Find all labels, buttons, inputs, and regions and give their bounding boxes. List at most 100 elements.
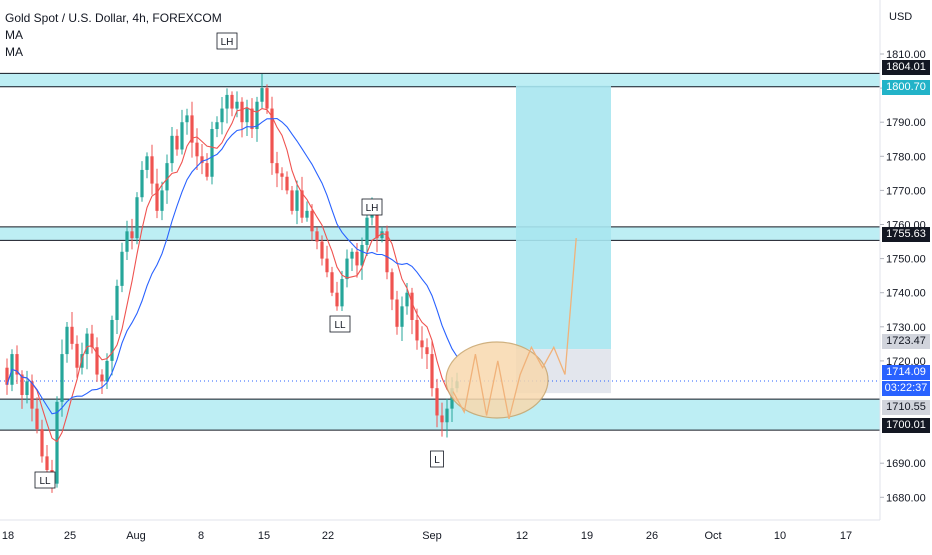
candle-body — [310, 210, 314, 232]
candle-body — [135, 197, 139, 239]
candle-body — [425, 347, 429, 355]
x-tick-label: 25 — [64, 530, 76, 542]
price-tag: 1804.01 — [882, 60, 930, 75]
candle-body — [295, 190, 299, 211]
candle-body — [430, 354, 434, 389]
candle-body — [305, 210, 309, 218]
candle-body — [105, 360, 109, 382]
swing-label-text: LH — [221, 37, 234, 48]
symbol-title[interactable]: Gold Spot / U.S. Dollar, 4h, FOREXCOM — [5, 11, 222, 25]
candle-body — [240, 101, 244, 123]
ma-fast-line — [6, 106, 458, 443]
candle-body — [30, 381, 34, 409]
y-tick-label: 1730.00 — [886, 322, 926, 334]
candle-body — [25, 381, 29, 395]
candle-body — [5, 367, 9, 385]
y-tick-label: 1690.00 — [886, 458, 926, 470]
candle-body — [115, 285, 119, 320]
candle-body — [365, 217, 369, 245]
x-tick-label: Sep — [422, 530, 442, 542]
candle-body — [195, 142, 199, 157]
candle-body — [280, 173, 284, 177]
candle-body — [60, 354, 64, 402]
candle-body — [315, 231, 319, 242]
price-tag: 1714.09 — [882, 365, 930, 380]
candle-body — [360, 244, 364, 266]
x-tick-label: 12 — [516, 530, 528, 542]
candle-body — [180, 122, 184, 150]
candle-body — [225, 94, 229, 109]
x-tick-label: 10 — [774, 530, 786, 542]
candle-body — [120, 251, 124, 286]
candle-body — [110, 319, 114, 361]
indicator-ma-2[interactable]: MA — [5, 45, 23, 59]
price-tag: 1710.55 — [882, 400, 930, 415]
candle-body — [255, 101, 259, 130]
candle-body — [210, 129, 214, 177]
candle-body — [290, 190, 294, 211]
support-resistance-zones — [0, 72, 880, 431]
swing-label-text: LH — [366, 203, 379, 214]
candle-body — [90, 333, 94, 348]
candle-body — [355, 251, 359, 266]
candle-body — [230, 94, 234, 109]
sr-zone — [0, 73, 880, 87]
candle-body — [75, 343, 79, 368]
candle-body — [395, 299, 399, 327]
candle-body — [410, 292, 414, 320]
ma-slow-line — [6, 117, 458, 415]
moving-averages — [6, 106, 458, 443]
x-tick-label: 15 — [258, 530, 270, 542]
y-tick-label: 1770.00 — [886, 185, 926, 197]
candle-body — [235, 101, 239, 109]
x-tick-label: 8 — [198, 530, 204, 542]
swing-label-box — [361, 198, 383, 216]
y-tick-label: 1780.00 — [886, 151, 926, 163]
candle-body — [215, 122, 219, 130]
candle-body — [300, 190, 304, 218]
y-tick-label: 1680.00 — [886, 492, 926, 504]
projection-ellipse — [445, 341, 549, 419]
swing-label-lh: LH — [361, 198, 383, 216]
candle-body — [445, 408, 449, 423]
candle-body — [20, 374, 24, 395]
currency-label: USD — [889, 11, 912, 23]
candle-body — [245, 108, 249, 123]
indicator-ma-1[interactable]: MA — [5, 28, 23, 42]
candle-body — [155, 183, 159, 211]
x-tick-label: Aug — [126, 530, 146, 542]
candle-body — [150, 156, 154, 184]
candle-body — [65, 326, 69, 355]
candle-body — [160, 190, 164, 211]
swing-label-ll: LL — [34, 471, 56, 489]
candle-body — [85, 333, 89, 355]
candle-body — [400, 306, 404, 327]
candle-body — [35, 408, 39, 430]
candle-body — [420, 340, 424, 348]
candle-body — [80, 354, 84, 368]
x-tick-label: 18 — [2, 530, 14, 542]
x-tick-label: 26 — [646, 530, 658, 542]
swing-label-text: L — [434, 455, 440, 466]
candle-body — [145, 156, 149, 170]
candle-body — [165, 163, 169, 191]
price-tag: 1755.63 — [882, 227, 930, 242]
candle-body — [170, 135, 174, 164]
swing-label-text: LL — [334, 320, 346, 331]
candle-body — [435, 388, 439, 416]
candle-body — [95, 347, 99, 375]
swing-label-l: L — [430, 450, 444, 468]
candle-body — [205, 163, 209, 177]
x-tick-label: Oct — [704, 530, 721, 542]
candle-body — [185, 115, 189, 123]
sr-zone — [0, 399, 880, 431]
candle-body — [345, 258, 349, 280]
candle-body — [405, 292, 409, 307]
candle-body — [125, 231, 129, 252]
target-zone-box — [516, 85, 611, 350]
swing-label-box — [34, 471, 56, 489]
x-tick-label: 22 — [322, 530, 334, 542]
candle-body — [175, 135, 179, 150]
